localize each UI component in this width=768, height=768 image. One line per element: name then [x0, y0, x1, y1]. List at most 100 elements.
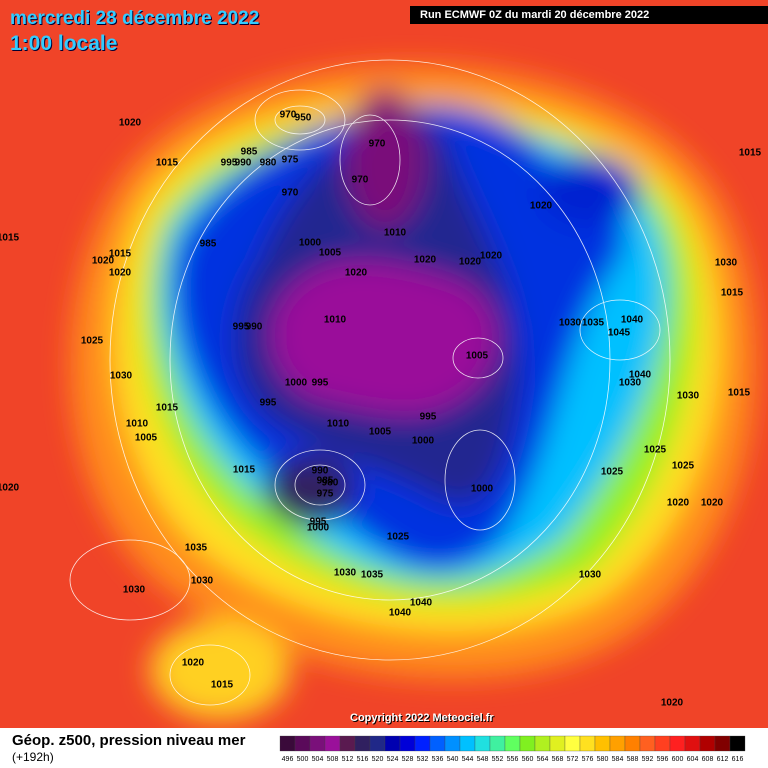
colorbar-swatch [684, 735, 701, 752]
isobar-label: 995 [260, 398, 277, 409]
isobar-label: 1025 [644, 445, 667, 456]
colorbar-swatch [534, 735, 551, 752]
colorbar-label: 516 [357, 756, 369, 763]
colorbar-label: 504 [312, 756, 324, 763]
isobar-label: 1000 [307, 523, 330, 534]
colorbar-label: 600 [672, 756, 684, 763]
isobar-label: 985 [241, 147, 258, 158]
isobar-label: 1030 [559, 318, 582, 329]
isobar-label: 1005 [135, 433, 158, 444]
colorbar-label: 604 [687, 756, 699, 763]
isobar-label: 1040 [629, 370, 652, 381]
isobar-label: 990 [312, 466, 329, 477]
isobar-label: 980 [260, 158, 277, 169]
run-info: Run ECMWF 0Z du mardi 20 décembre 2022 [410, 6, 768, 24]
colorbar-swatch [699, 735, 716, 752]
isobar-label: 1040 [389, 608, 412, 619]
colorbar-label: 496 [282, 756, 294, 763]
isobar-label: 1025 [672, 461, 695, 472]
isobar-label: 1000 [285, 378, 308, 389]
colorbar-label: 572 [567, 756, 579, 763]
isobar-label: 950 [295, 113, 312, 124]
colorbar-swatch [654, 735, 671, 752]
isobar-label: 1010 [384, 228, 407, 239]
colorbar-label: 576 [582, 756, 594, 763]
isobar-label: 1030 [110, 371, 133, 382]
isobar-label: 1030 [715, 258, 738, 269]
colorbar-label: 536 [432, 756, 444, 763]
isobar-label: 1020 [661, 698, 684, 709]
isobar-label: 1015 [721, 288, 744, 299]
colorbar-label: 512 [342, 756, 354, 763]
isobar-label: 1015 [109, 249, 132, 260]
isobar-label: 1020 [459, 257, 482, 268]
isobar-label: 1025 [601, 467, 624, 478]
isobar-label: 975 [282, 155, 299, 166]
isobar-label: 990 [235, 158, 252, 169]
colorbar-swatch [459, 735, 476, 752]
isobar-label: 970 [280, 110, 297, 121]
colorbar-label: 568 [552, 756, 564, 763]
footer: Géop. z500, pression niveau mer (+192h) … [0, 728, 768, 768]
colorbar-swatch [399, 735, 416, 752]
colorbar-swatch [309, 735, 326, 752]
colorbar-label: 556 [507, 756, 519, 763]
isobar-label: 1015 [233, 465, 256, 476]
isobar-label: 985 [200, 239, 217, 250]
colorbar: 496 500 504 508 512 516 520 524 528 532 536 540 544 5… [279, 735, 746, 763]
colorbar-label: 616 [732, 756, 744, 763]
colorbar-swatch [354, 735, 371, 752]
isobar-label: 1015 [0, 233, 20, 244]
isobar-label: 1030 [123, 585, 146, 596]
colorbar-swatch [429, 735, 446, 752]
isobar-label: 1030 [334, 568, 357, 579]
lead-time: (+192h) [12, 750, 54, 764]
isobar-label: 1040 [410, 598, 433, 609]
colorbar-label: 532 [417, 756, 429, 763]
isobar-label: 1005 [466, 351, 489, 362]
map-time: 1:00 locale [10, 32, 118, 55]
colorbar-swatch [594, 735, 611, 752]
isobar-label: 1015 [211, 680, 234, 691]
colorbar-label: 500 [297, 756, 309, 763]
colorbar-label: 548 [477, 756, 489, 763]
isobar-label: 1005 [319, 248, 342, 259]
colorbar-swatch [624, 735, 641, 752]
isobar-label: 1000 [412, 436, 435, 447]
colorbar-label: 564 [537, 756, 549, 763]
isobar-label: 1025 [81, 336, 104, 347]
isobar-label: 980 [322, 478, 339, 489]
isobar-label: 995 [420, 412, 437, 423]
isobar-label: 1030 [579, 570, 602, 581]
colorbar-label: 592 [642, 756, 654, 763]
colorbar-label: 588 [627, 756, 639, 763]
isobar-label: 1030 [191, 576, 214, 587]
colorbar-label: 520 [372, 756, 384, 763]
colorbar-swatch [474, 735, 491, 752]
isobar-label: 970 [282, 188, 299, 199]
isobar-label: 1020 [667, 498, 690, 509]
colorbar-swatch [564, 735, 581, 752]
isobar-label: 1035 [185, 543, 208, 554]
isobar-label: 1015 [156, 403, 179, 414]
colorbar-swatch [294, 735, 311, 752]
colorbar-label: 608 [702, 756, 714, 763]
copyright: Copyright 2022 Meteociel.fr [350, 712, 494, 724]
isobar-label: 1020 [480, 251, 503, 262]
isobar-label: 1030 [619, 378, 642, 389]
colorbar-label: 560 [522, 756, 534, 763]
colorbar-swatch [414, 735, 431, 752]
colorbar-label: 528 [402, 756, 414, 763]
isobar-label: 1010 [324, 315, 347, 326]
isobar-label: 1020 [701, 498, 724, 509]
isobar-label: 1015 [156, 158, 179, 169]
colorbar-swatch [384, 735, 401, 752]
isobar-label: 995 [221, 158, 238, 169]
colorbar-swatch [669, 735, 686, 752]
product-name: Géop. z500, pression niveau mer [12, 732, 246, 749]
colorbar-swatch [519, 735, 536, 752]
isobar-label: 1005 [369, 427, 392, 438]
colorbar-swatch [639, 735, 656, 752]
